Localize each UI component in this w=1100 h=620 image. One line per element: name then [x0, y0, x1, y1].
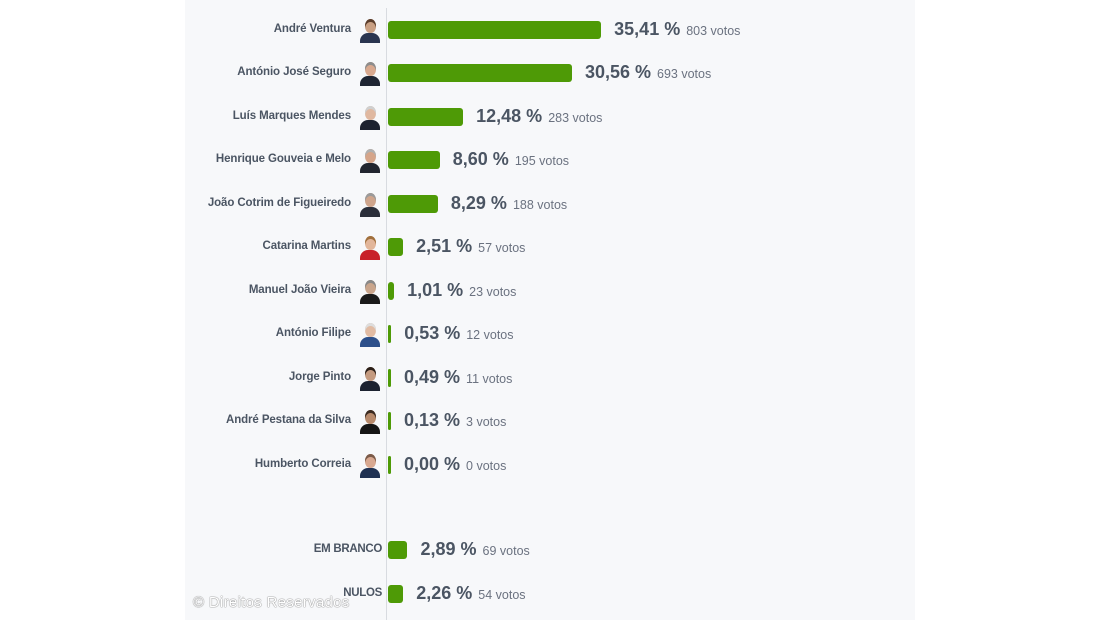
result-bar	[388, 282, 395, 300]
candidate-photo-icon	[359, 104, 381, 130]
percentage-text: 2,89 %	[420, 539, 477, 559]
result-bar	[388, 151, 440, 169]
vote-count: 0 votos	[466, 459, 507, 473]
result-bar	[388, 108, 464, 126]
candidate-photo-icon	[359, 60, 381, 86]
percentage-text: 1,01 %	[407, 280, 464, 300]
percentage-text: 2,51 %	[416, 236, 473, 256]
percentage-text: 0,13 %	[404, 410, 461, 430]
percentage-text: 0,53 %	[404, 323, 461, 343]
percentage-value: 12,48 % 283 votos	[476, 106, 602, 127]
candidate-name: Catarina Martins	[262, 240, 351, 252]
percentage-value: 1,01 % 23 votos	[407, 280, 516, 301]
category-label: EM BRANCO	[313, 543, 383, 555]
candidate-row: Humberto Correia 0,00 % 0 votos	[0, 450, 1100, 480]
vote-count: 12 votos	[466, 328, 514, 342]
candidate-name: António José Seguro	[237, 66, 351, 78]
percentage-value: 2,26 % 54 votos	[416, 583, 525, 604]
percentage-value: 30,56 % 693 votos	[585, 62, 711, 83]
candidate-row: Manuel João Vieira 1,01 % 23 votos	[0, 276, 1100, 306]
category-label: NULOS	[343, 587, 382, 599]
candidate-name: André Pestana da Silva	[226, 414, 351, 426]
candidate-row: André Ventura 35,41 % 803 votos	[0, 15, 1100, 45]
percentage-value: 35,41 % 803 votos	[614, 19, 740, 40]
candidate-row: Jorge Pinto 0,49 % 11 votos	[0, 363, 1100, 393]
percentage-value: 0,13 % 3 votos	[404, 410, 506, 431]
candidate-photo-icon	[359, 17, 381, 43]
candidate-row: Luís Marques Mendes 12,48 % 283 votos	[0, 102, 1100, 132]
result-bar	[388, 412, 391, 430]
results-panel	[185, 0, 915, 620]
candidate-name: André Ventura	[273, 23, 351, 35]
candidate-name: António Filipe	[275, 327, 351, 339]
result-bar	[388, 238, 404, 256]
candidate-row: João Cotrim de Figueiredo 8,29 % 188 votos	[0, 189, 1100, 219]
vote-count: 283 votos	[548, 111, 603, 125]
candidate-name: João Cotrim de Figueiredo	[207, 197, 351, 209]
percentage-text: 12,48 %	[476, 106, 543, 126]
percentage-value: 0,49 % 11 votos	[404, 367, 512, 388]
percentage-text: 8,60 %	[452, 149, 509, 169]
percentage-text: 30,56 %	[584, 62, 652, 82]
result-row-nulos: NULOS 2,26 % 54 votos	[0, 579, 1100, 609]
percentage-text: 8,29 %	[450, 193, 507, 213]
candidate-row: Catarina Martins 2,51 % 57 votos	[0, 232, 1100, 262]
percentage-value: 0,53 % 12 votos	[404, 323, 513, 344]
vote-count: 23 votos	[469, 285, 517, 299]
vote-count: 3 votos	[466, 415, 507, 429]
result-row-em-branco: EM BRANCO 2,89 % 69 votos	[0, 535, 1100, 565]
percentage-text: 0,49 %	[404, 367, 461, 387]
candidate-name: Manuel João Vieira	[248, 284, 351, 296]
candidate-name: Jorge Pinto	[288, 371, 351, 383]
vote-count: 69 votos	[482, 544, 530, 558]
percentage-value: 2,51 % 57 votos	[416, 236, 525, 257]
candidate-photo-icon	[359, 452, 381, 478]
candidate-row: André Pestana da Silva 0,13 % 3 votos	[0, 406, 1100, 436]
vote-count: 195 votos	[514, 154, 570, 168]
candidate-photo-icon	[359, 234, 381, 260]
candidate-photo-icon	[359, 191, 381, 217]
copyright-watermark: © Direitos Reservados	[193, 594, 350, 611]
candidate-photo-icon	[359, 321, 381, 347]
chart-axis-line	[386, 8, 387, 620]
result-bar	[388, 195, 438, 213]
candidate-row: António José Seguro 30,56 % 693 votos	[0, 58, 1100, 88]
candidate-row: Henrique Gouveia e Melo 8,60 % 195 votos	[0, 145, 1100, 175]
result-bar	[388, 64, 572, 82]
candidate-name: Luís Marques Mendes	[232, 110, 351, 122]
percentage-text: 35,41 %	[614, 19, 681, 39]
result-bar	[388, 456, 391, 474]
result-bar	[388, 541, 408, 559]
vote-count: 11 votos	[466, 372, 513, 386]
candidate-photo-icon	[359, 408, 381, 434]
percentage-text: 2,26 %	[416, 583, 473, 603]
vote-count: 57 votos	[478, 241, 526, 255]
result-bar	[388, 21, 602, 39]
percentage-value: 8,29 % 188 votos	[451, 193, 567, 214]
candidate-row: António Filipe 0,53 % 12 votos	[0, 319, 1100, 349]
percentage-value: 8,60 % 195 votos	[453, 149, 569, 170]
percentage-value: 0,00 % 0 votos	[404, 454, 506, 475]
vote-count: 188 votos	[512, 198, 568, 212]
result-bar	[388, 325, 392, 343]
percentage-value: 2,89 % 69 votos	[420, 539, 529, 560]
candidate-photo-icon	[359, 147, 381, 173]
vote-count: 693 votos	[657, 67, 712, 81]
candidate-name: Humberto Correia	[254, 458, 351, 470]
vote-count: 803 votos	[686, 24, 741, 38]
vote-count: 54 votos	[478, 588, 526, 602]
result-bar	[388, 585, 404, 603]
percentage-text: 0,00 %	[404, 454, 461, 474]
result-bar	[388, 369, 391, 387]
candidate-name: Henrique Gouveia e Melo	[215, 153, 351, 165]
candidate-photo-icon	[359, 278, 381, 304]
candidate-photo-icon	[359, 365, 381, 391]
